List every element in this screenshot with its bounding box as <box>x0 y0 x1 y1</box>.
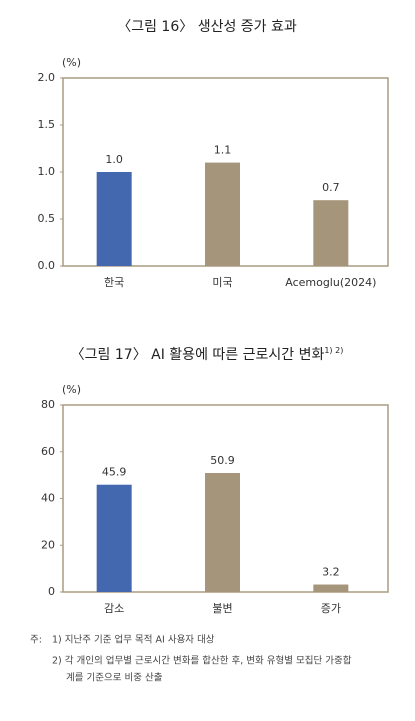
bar <box>96 484 132 592</box>
value-label: 45.9 <box>102 466 127 479</box>
note: 1) 지난주 기준 업무 목적 AI 사용자 대상 <box>52 634 215 646</box>
y-tick-label: 60 <box>41 445 55 458</box>
bar <box>96 172 132 266</box>
y-tick-label: 80 <box>41 398 55 411</box>
y-tick-label: 40 <box>41 492 55 505</box>
x-tick-label: 불변 <box>212 602 232 615</box>
title-note: 1) 2) <box>324 346 343 355</box>
y-axis-label: (%) <box>62 383 81 396</box>
x-tick-label: Acemoglu(2024) <box>285 276 376 289</box>
notes-label: 주: <box>30 635 42 646</box>
value-label: 1.0 <box>105 153 123 166</box>
y-tick-label: 0.5 <box>38 212 56 225</box>
x-tick-label: 감소 <box>104 602 124 615</box>
bar <box>313 200 349 266</box>
value-label: 50.9 <box>210 454 235 467</box>
y-axis-label: (%) <box>62 56 81 69</box>
y-tick-label: 1.0 <box>38 165 56 178</box>
value-label: 1.1 <box>214 144 232 157</box>
chart-title: 〈그림 17〉 AI 활용에 따른 근로시간 변화1) 2) <box>71 346 344 364</box>
y-tick-label: 20 <box>41 538 55 551</box>
bar <box>313 584 349 592</box>
y-tick-label: 2.0 <box>38 71 56 84</box>
y-tick-label: 0.0 <box>38 259 56 272</box>
note: 2) 각 개인의 업무별 근로시간 변화를 합산한 후, 변화 유형별 모집단 … <box>52 655 352 667</box>
x-tick-label: 증가 <box>321 602 341 615</box>
x-tick-label: 미국 <box>212 276 232 289</box>
value-label: 0.7 <box>322 181 340 194</box>
note: 계를 기준으로 비중 산출 <box>66 672 163 684</box>
y-tick-label: 1.5 <box>38 118 56 131</box>
x-tick-label: 한국 <box>104 276 124 289</box>
y-tick-label: 0 <box>48 585 55 598</box>
bar <box>205 473 240 592</box>
value-label: 3.2 <box>322 566 340 579</box>
chart-title: 〈그림 16〉 생산성 증가 효과 <box>117 19 297 35</box>
bar <box>205 162 240 266</box>
